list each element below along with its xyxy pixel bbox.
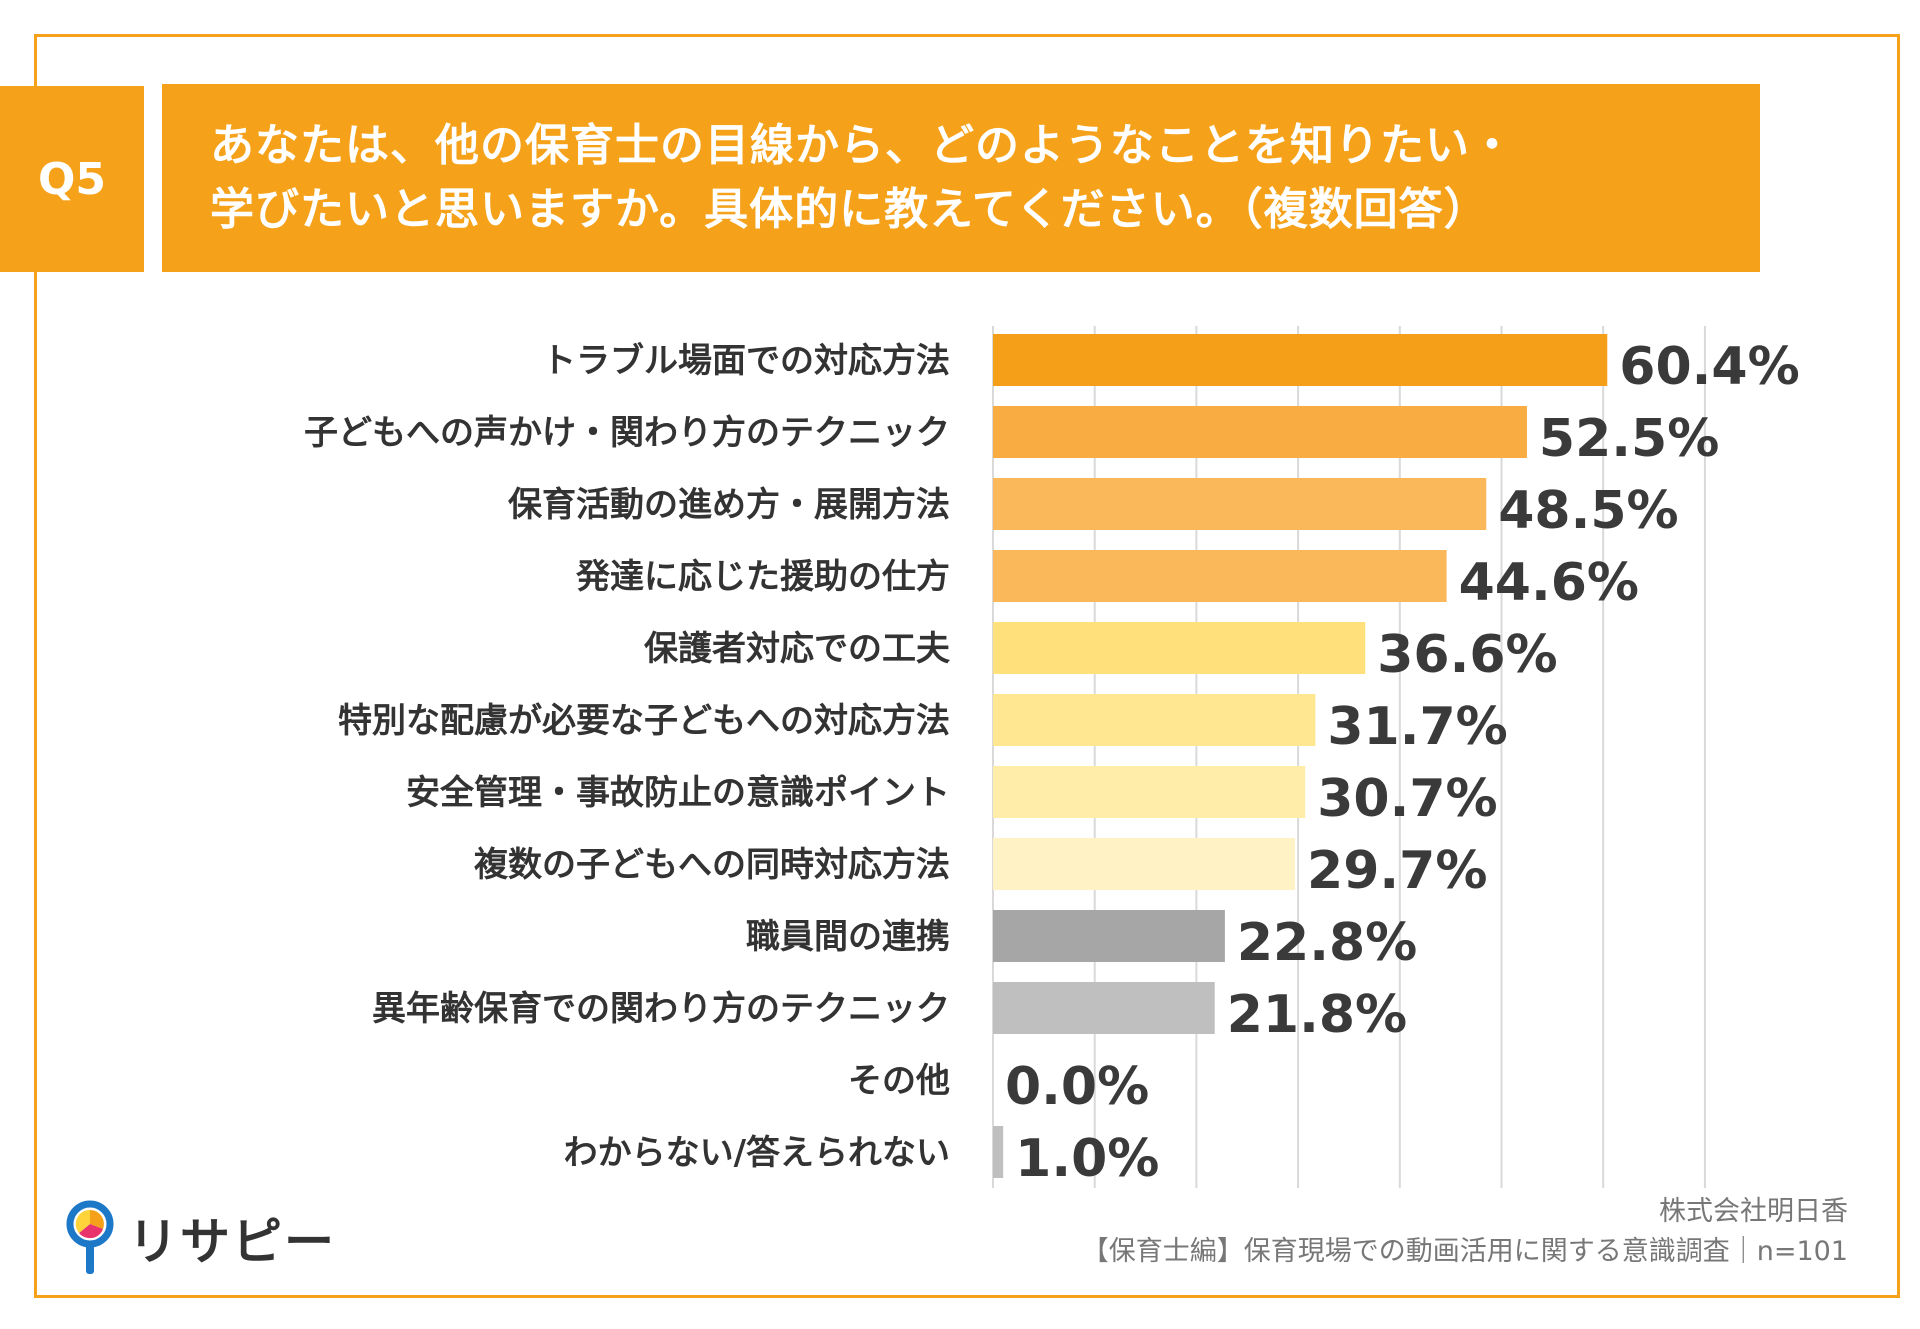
bar <box>993 550 1447 602</box>
value-label: 36.6% <box>1377 625 1557 685</box>
category-label: 保護者対応での工夫 <box>644 629 951 669</box>
value-label: 1.0% <box>1015 1129 1159 1189</box>
category-labels: トラブル場面での対応方法子どもへの声かけ・関わり方のテクニック保育活動の進め方・… <box>304 341 951 1173</box>
question-title-line1: あなたは、他の保育士の目線から、どのようなことを知りたい・ <box>210 120 1515 171</box>
bar <box>993 766 1306 818</box>
value-label: 29.7% <box>1307 841 1487 901</box>
bar <box>993 694 1316 746</box>
logo-text: リサピー <box>128 1213 336 1271</box>
value-label: 52.5% <box>1539 409 1719 469</box>
risapi-logo: リサピー <box>66 1200 336 1276</box>
category-label: 安全管理・事故防止の意識ポイント <box>406 773 950 813</box>
company-name: 株式会社明日香 <box>1659 1196 1848 1227</box>
question-number: Q5 <box>37 153 107 205</box>
bar <box>993 838 1296 890</box>
category-label: 保育活動の進め方・展開方法 <box>508 485 950 525</box>
bar <box>993 622 1366 674</box>
category-label: 発達に応じた援助の仕方 <box>576 557 950 597</box>
bar <box>993 982 1215 1034</box>
value-label: 0.0% <box>1005 1057 1149 1117</box>
source-credit: 株式会社明日香 【保育士編】保育現場での動画活用に関する意識調査｜n=101 <box>1082 1192 1848 1272</box>
bar <box>993 406 1527 458</box>
bars <box>993 334 1608 1178</box>
bar <box>993 334 1608 386</box>
value-label: 60.4% <box>1619 337 1799 397</box>
category-label: 特別な配慮が必要な子どもへの対応方法 <box>338 701 950 741</box>
grid-lines <box>992 326 1706 1188</box>
category-label: 子どもへの声かけ・関わり方のテクニック <box>304 413 950 453</box>
bar <box>993 910 1225 962</box>
category-label: 異年齢保育での関わり方のテクニック <box>372 989 950 1029</box>
value-label: 21.8% <box>1227 985 1407 1045</box>
value-label: 30.7% <box>1317 769 1497 829</box>
survey-name: 【保育士編】保育現場での動画活用に関する意識調査｜n=101 <box>1081 1236 1848 1267</box>
bar <box>993 478 1487 530</box>
category-label: わからない/答えられない <box>564 1133 950 1173</box>
question-title: あなたは、他の保育士の目線から、どのようなことを知りたい・ 学びたいと思いますか… <box>162 84 1760 272</box>
chart-frame <box>34 34 1900 1298</box>
category-label: 複数の子どもへの同時対応方法 <box>474 845 950 885</box>
category-label: トラブル場面での対応方法 <box>542 341 950 381</box>
question-title-line2: 学びたいと思いますか。具体的に教えてください。（複数回答） <box>210 184 1489 235</box>
bar <box>993 1126 1004 1178</box>
value-label: 44.6% <box>1459 553 1639 613</box>
category-label: 職員間の連携 <box>746 917 950 957</box>
category-label: その他 <box>848 1061 950 1101</box>
logo-pin-icon <box>66 1200 114 1274</box>
value-label: 48.5% <box>1498 481 1678 541</box>
value-labels: 60.4% 52.5% 48.5% 44.6% 36.6% 31.7% 30.7% 29.7%… <box>1005 337 1800 1189</box>
question-number-badge: Q5 <box>0 86 144 272</box>
value-label: 31.7% <box>1327 697 1507 757</box>
value-label: 22.8% <box>1237 913 1417 973</box>
